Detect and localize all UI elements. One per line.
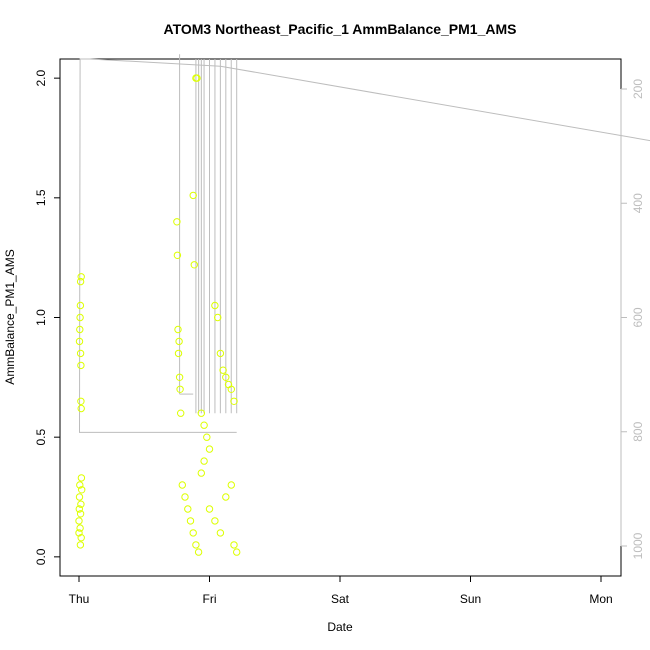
y-axis-label: AmmBalance_PM1_AMS [3, 249, 17, 384]
data-point [174, 349, 183, 358]
x-tick-label: Sat [331, 592, 350, 606]
data-point [175, 373, 184, 381]
data-point [193, 74, 201, 82]
data-point [219, 366, 227, 374]
data-point [227, 481, 236, 489]
y-tick-label: 0.5 [34, 429, 48, 446]
data-point [77, 361, 85, 370]
data-point [76, 541, 85, 549]
data-point [75, 529, 83, 537]
data-point [77, 474, 86, 482]
data-point [76, 313, 84, 322]
data-point [214, 313, 222, 322]
data-point [233, 548, 241, 556]
data-point [176, 385, 184, 393]
altitude-line-layer [79, 54, 650, 433]
data-point [186, 517, 195, 525]
data-point [173, 218, 181, 226]
data-point [177, 409, 185, 417]
data-point [189, 191, 197, 200]
data-point [77, 404, 85, 413]
data-point [77, 534, 85, 542]
data-point [76, 277, 85, 286]
data-point [75, 517, 83, 525]
data-point [75, 505, 84, 513]
data-point [175, 337, 183, 346]
y-tick-label: 1.0 [34, 309, 48, 326]
data-point [77, 500, 85, 508]
y2-tick-label: 800 [631, 421, 645, 441]
data-point [200, 421, 208, 429]
x-axis-label: Date [327, 620, 353, 634]
data-point [203, 433, 211, 441]
data-point [181, 493, 189, 501]
chart-title: ATOM3 Northeast_Pacific_1 AmmBalance_PM1… [164, 21, 517, 37]
y-tick-label: 1.5 [34, 189, 48, 206]
y2-axis: 200 400 600 800 1000 [620, 79, 645, 559]
x-tick-label: Sun [460, 592, 481, 606]
data-point [222, 493, 230, 501]
data-point [76, 349, 85, 358]
data-point [211, 517, 219, 525]
data-point [76, 325, 84, 334]
data-point [173, 251, 182, 260]
data-point [205, 445, 214, 453]
y-tick-label: 0.0 [34, 548, 48, 565]
data-point [230, 397, 238, 405]
data-point [174, 325, 182, 334]
plot-frame [59, 58, 622, 577]
data-point [76, 301, 85, 310]
data-point [189, 529, 197, 537]
y2-tick-label: 600 [631, 307, 645, 327]
x-tick-label: Mon [589, 592, 612, 606]
data-point [230, 541, 238, 549]
y2-tick-label: 1000 [631, 532, 645, 559]
data-point [205, 505, 214, 513]
y2-tick-label: 400 [631, 193, 645, 213]
data-point [77, 273, 85, 281]
data-point [227, 385, 236, 393]
data-point [216, 349, 225, 358]
data-point [197, 409, 206, 417]
data-point [197, 469, 206, 477]
data-point [192, 541, 200, 549]
data-point [178, 481, 187, 489]
data-point [190, 261, 199, 269]
data-point [211, 301, 219, 310]
data-point [77, 397, 85, 405]
x-tick-label: Fri [203, 592, 217, 606]
data-point [75, 337, 84, 346]
data-point [78, 486, 86, 494]
data-point [76, 524, 84, 532]
y-tick-label: 2.0 [34, 69, 48, 86]
x-axis: Thu Fri Sat Sun Mon [69, 575, 613, 606]
data-points-layer [75, 74, 241, 556]
data-point [76, 510, 85, 518]
x-tick-label: Thu [69, 592, 90, 606]
data-point [216, 529, 225, 537]
data-point [76, 481, 84, 489]
data-point [75, 493, 84, 501]
data-point [222, 373, 230, 381]
data-point [194, 548, 203, 556]
data-point [184, 505, 192, 513]
data-point [200, 457, 208, 465]
y2-tick-label: 200 [631, 79, 645, 99]
altitude-line [79, 58, 650, 433]
y-axis: 0.0 0.5 1.0 1.5 2.0 [34, 69, 61, 565]
